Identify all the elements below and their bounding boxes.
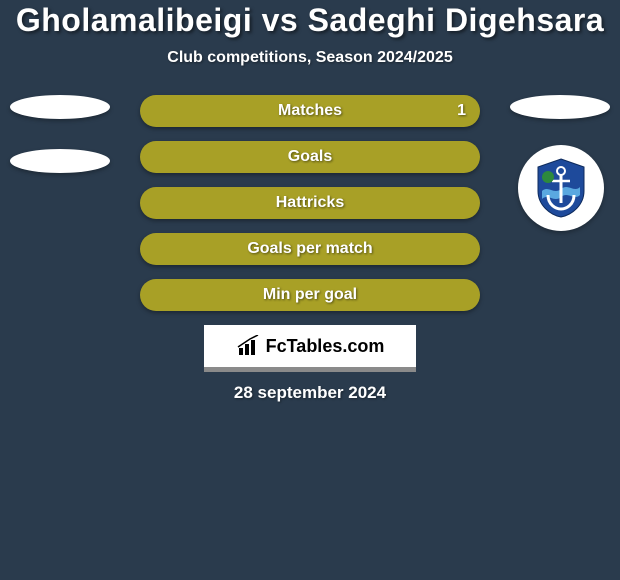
stat-label: Matches xyxy=(278,102,342,120)
subtitle: Club competitions, Season 2024/2025 xyxy=(167,49,452,67)
stats-area: Matches 1 Goals Hattricks Goals per matc… xyxy=(0,95,620,311)
stat-rows: Matches 1 Goals Hattricks Goals per matc… xyxy=(140,95,480,311)
stat-label: Hattricks xyxy=(276,194,344,212)
infographic-container: Gholamalibeigi vs Sadeghi Digehsara Club… xyxy=(0,0,620,403)
page-title: Gholamalibeigi vs Sadeghi Digehsara xyxy=(16,2,604,39)
stat-value-right: 1 xyxy=(457,102,466,120)
right-club-crest xyxy=(518,145,604,231)
stat-bar-matches: Matches 1 xyxy=(140,95,480,127)
right-ellipse-1 xyxy=(510,95,610,119)
left-player-badge xyxy=(10,95,110,195)
date-label: 28 september 2024 xyxy=(234,383,386,403)
left-ellipse-1 xyxy=(10,95,110,119)
brand-text: FcTables.com xyxy=(266,336,385,357)
stat-label: Min per goal xyxy=(263,286,357,304)
left-ellipse-2 xyxy=(10,149,110,173)
stat-bar-goals-per-match: Goals per match xyxy=(140,233,480,265)
right-player-badge xyxy=(510,95,610,195)
stat-label: Goals xyxy=(288,148,332,166)
stat-label: Goals per match xyxy=(247,240,372,258)
stat-bar-hattricks: Hattricks xyxy=(140,187,480,219)
brand-box: FcTables.com xyxy=(204,325,416,367)
anchor-crest-icon xyxy=(528,155,594,221)
stat-bar-min-per-goal: Min per goal xyxy=(140,279,480,311)
brand-chart-icon xyxy=(236,335,262,357)
stat-bar-goals: Goals xyxy=(140,141,480,173)
